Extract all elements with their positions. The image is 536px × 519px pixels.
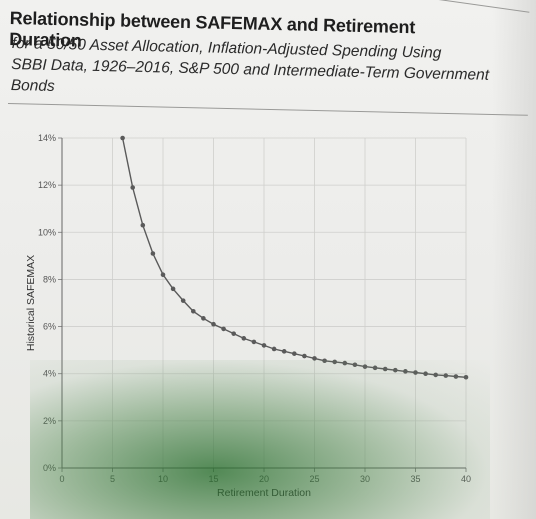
data-point	[150, 251, 156, 256]
data-point	[221, 326, 226, 332]
tick-labels: 0% 2% 4% 6% 8% 10% 12% 14% 0 5 10 15 20 25 30 35 40	[38, 133, 471, 484]
data-point	[403, 369, 408, 374]
x-axis-label: Retirement Duration	[217, 487, 311, 499]
data-point	[231, 331, 236, 336]
x-tick-label: 10	[158, 474, 168, 484]
data-point	[443, 373, 449, 378]
x-tick-label: 5	[110, 474, 115, 484]
data-point	[130, 185, 135, 190]
safemax-line	[121, 137, 467, 378]
y-tick-label: 6%	[43, 322, 56, 332]
data-point	[292, 351, 297, 356]
y-tick-label: 0%	[43, 463, 56, 473]
data-point	[271, 346, 277, 352]
data-point	[393, 367, 398, 373]
data-point	[413, 370, 418, 375]
page-edge-shading	[492, 0, 536, 519]
data-point	[372, 365, 378, 371]
data-point	[170, 286, 176, 292]
x-tick-label: 25	[309, 474, 319, 484]
data-point	[251, 339, 257, 345]
data-point	[302, 353, 307, 359]
y-tick-label: 14%	[38, 133, 56, 143]
y-tick-label: 10%	[38, 227, 56, 237]
data-point	[201, 316, 206, 321]
data-point	[463, 374, 469, 380]
data-point	[382, 366, 388, 372]
data-point	[261, 343, 267, 348]
x-tick-label: 35	[410, 474, 420, 484]
data-point	[312, 356, 317, 361]
data-point	[433, 372, 439, 378]
x-tick-label: 0	[59, 474, 64, 484]
y-tick-label: 2%	[43, 416, 56, 426]
grid-lines	[62, 137, 467, 468]
data-point	[332, 359, 338, 365]
data-point	[211, 321, 216, 327]
chart-axes	[58, 137, 467, 472]
y-tick-label: 4%	[43, 369, 56, 379]
y-tick-label: 12%	[38, 180, 56, 190]
y-axis-label: Historical SAFEMAX	[25, 255, 37, 351]
data-point	[423, 371, 428, 377]
y-tick-label: 8%	[43, 274, 56, 284]
data-point	[281, 349, 287, 354]
data-point	[342, 360, 348, 366]
x-tick-label: 20	[259, 474, 269, 484]
data-point	[120, 135, 125, 141]
x-tick-label: 30	[360, 474, 370, 484]
data-point	[241, 336, 247, 341]
data-point	[180, 298, 186, 303]
data-point	[322, 358, 327, 364]
data-point	[453, 374, 459, 379]
data-series	[120, 135, 469, 380]
x-tick-label: 40	[461, 474, 471, 484]
x-tick-label: 15	[208, 474, 218, 484]
data-point	[362, 364, 368, 369]
data-point	[160, 272, 166, 278]
data-point	[191, 308, 196, 314]
data-point	[140, 222, 146, 228]
data-point	[352, 362, 358, 368]
